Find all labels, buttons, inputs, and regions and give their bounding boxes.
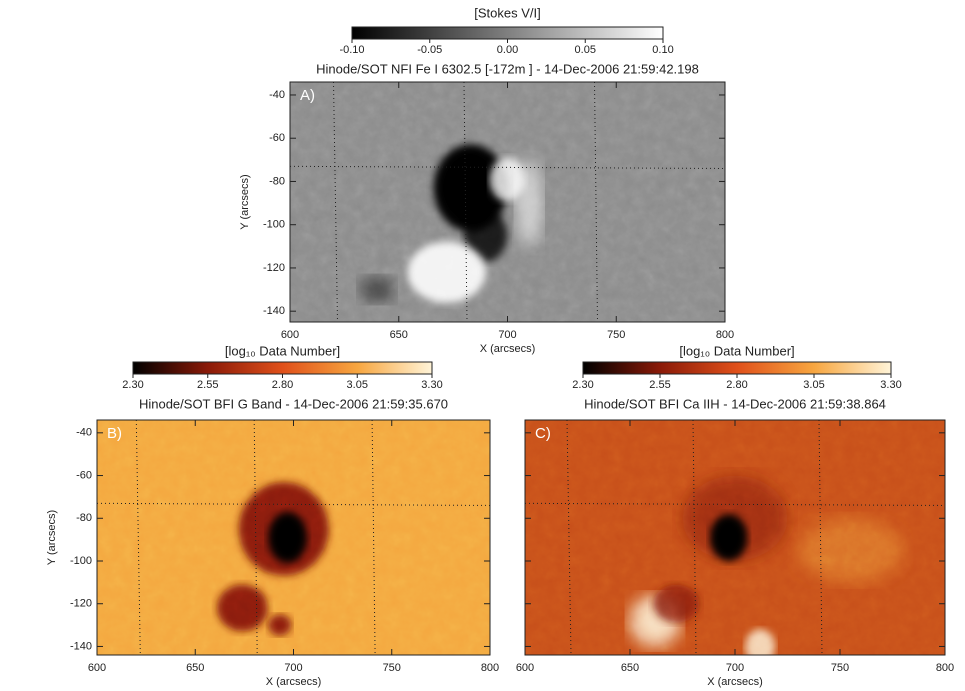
texture [290, 82, 725, 322]
helio-grid [290, 165, 725, 169]
colorbar-title: [log₁₀ Data Number] [225, 343, 340, 358]
colorbar [582, 361, 892, 375]
y-tick-label: -60 [269, 132, 285, 144]
x-tick-label: 700 [284, 662, 302, 674]
x-tick-label: 750 [831, 662, 849, 674]
colorbar-tick-label: -0.10 [339, 44, 364, 56]
x-tick-label: 650 [621, 662, 639, 674]
colorbar-tick-label: 0.05 [575, 44, 596, 56]
x-tick-label: 800 [936, 662, 954, 674]
helio-grid [463, 82, 468, 322]
helio-grid [594, 82, 598, 322]
colorbar-title: [Stokes V/I] [474, 5, 540, 20]
solar-image [97, 420, 490, 655]
x-tick-label: 750 [383, 662, 401, 674]
x-tick-label: 650 [186, 662, 204, 674]
panel-title: Hinode/SOT BFI G Band - 14-Dec-2006 21:5… [139, 396, 448, 411]
colorbar [351, 26, 664, 40]
colorbar-tick-label: 3.05 [347, 379, 368, 391]
panel-label: C) [535, 425, 551, 442]
x-tick-label: 700 [498, 329, 516, 341]
x-tick-label: 650 [390, 329, 408, 341]
colorbar-tick-label: -0.05 [417, 44, 442, 56]
y-tick-label: -100 [263, 219, 285, 231]
helio-grid [97, 502, 490, 506]
texture [525, 420, 945, 655]
panel-title: Hinode/SOT NFI Fe I 6302.5 [-172m ] - 14… [316, 61, 699, 76]
x-axis-label: X (arcsecs) [266, 676, 322, 688]
colorbar-tick-label: 0.10 [652, 44, 673, 56]
y-axis-label: Y (arcsecs) [239, 174, 251, 229]
y-tick-label: -100 [70, 555, 92, 567]
colorbar-tick-label: 2.80 [726, 379, 747, 391]
x-tick-label: 700 [726, 662, 744, 674]
solar-image [525, 420, 945, 655]
x-axis-label: X (arcsecs) [480, 343, 536, 355]
x-tick-label: 800 [716, 329, 734, 341]
y-tick-label: -40 [269, 89, 285, 101]
y-tick-label: -80 [76, 512, 92, 524]
colorbar-tick-label: 3.30 [421, 379, 442, 391]
y-tick-label: -60 [76, 469, 92, 481]
panel-title: Hinode/SOT BFI Ca IIH - 14-Dec-2006 21:5… [584, 396, 886, 411]
colorbar-tick-label: 0.00 [497, 44, 518, 56]
y-tick-label: -140 [263, 305, 285, 317]
panel-label: A) [300, 87, 315, 104]
y-tick-label: -120 [263, 262, 285, 274]
x-tick-label: 600 [281, 329, 299, 341]
colorbar [132, 361, 433, 375]
solar-image [290, 82, 725, 322]
y-tick-label: -120 [70, 598, 92, 610]
colorbar-tick-label: 2.55 [197, 379, 218, 391]
y-axis-label: Y (arcsecs) [46, 510, 58, 565]
x-tick-label: 600 [88, 662, 106, 674]
x-tick-label: 750 [607, 329, 625, 341]
x-tick-label: 600 [516, 662, 534, 674]
x-tick-label: 800 [481, 662, 499, 674]
panel-label: B) [107, 425, 122, 442]
colorbar-tick-label: 2.80 [272, 379, 293, 391]
texture [97, 420, 490, 655]
colorbar-tick-label: 3.30 [880, 379, 901, 391]
colorbar-title: [log₁₀ Data Number] [679, 343, 794, 358]
x-axis-label: X (arcsecs) [707, 676, 763, 688]
colorbar-tick-label: 2.55 [649, 379, 670, 391]
helio-grid [333, 82, 338, 322]
y-tick-label: -80 [269, 175, 285, 187]
colorbar-tick-label: 2.30 [122, 379, 143, 391]
y-tick-label: -140 [70, 640, 92, 652]
y-tick-label: -40 [76, 427, 92, 439]
colorbar-tick-label: 3.05 [803, 379, 824, 391]
colorbar-tick-label: 2.30 [572, 379, 593, 391]
